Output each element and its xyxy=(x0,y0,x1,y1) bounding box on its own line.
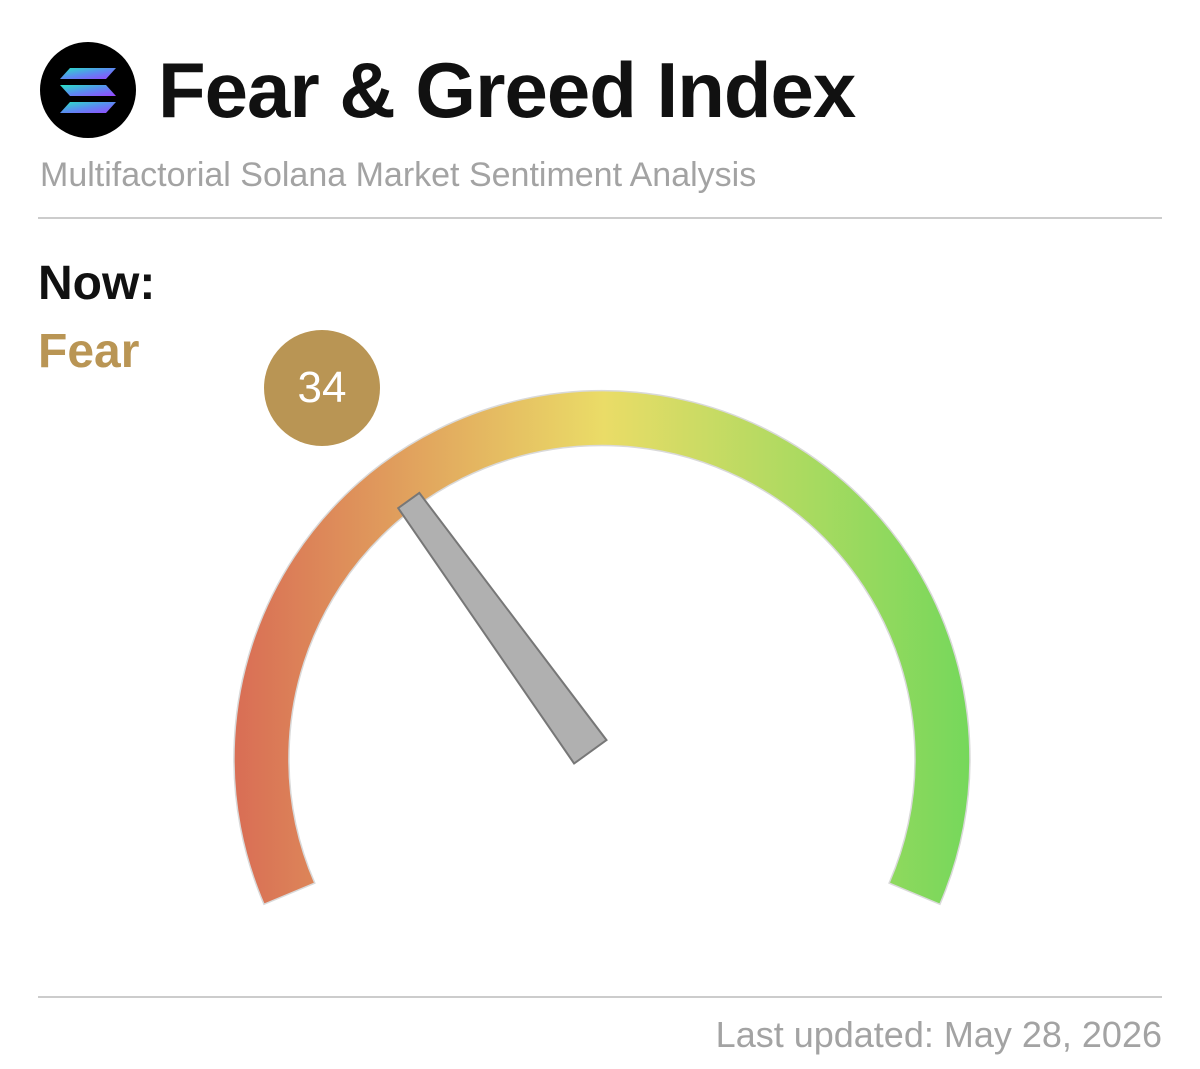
page-title: Fear & Greed Index xyxy=(158,46,856,134)
solana-logo-icon xyxy=(40,42,136,138)
last-updated: Last updated: May 28, 2026 xyxy=(715,1014,1162,1055)
header: Fear & Greed Index xyxy=(40,40,856,140)
page-subtitle: Multifactorial Solana Market Sentiment A… xyxy=(40,156,757,194)
sentiment-label: Fear xyxy=(38,325,140,378)
value-badge: 34 xyxy=(264,330,380,446)
now-label: Now: xyxy=(38,257,156,310)
bottom-divider xyxy=(38,996,1162,998)
gauge-arc xyxy=(233,389,971,906)
top-divider xyxy=(38,217,1162,219)
gauge-needle xyxy=(396,491,608,765)
